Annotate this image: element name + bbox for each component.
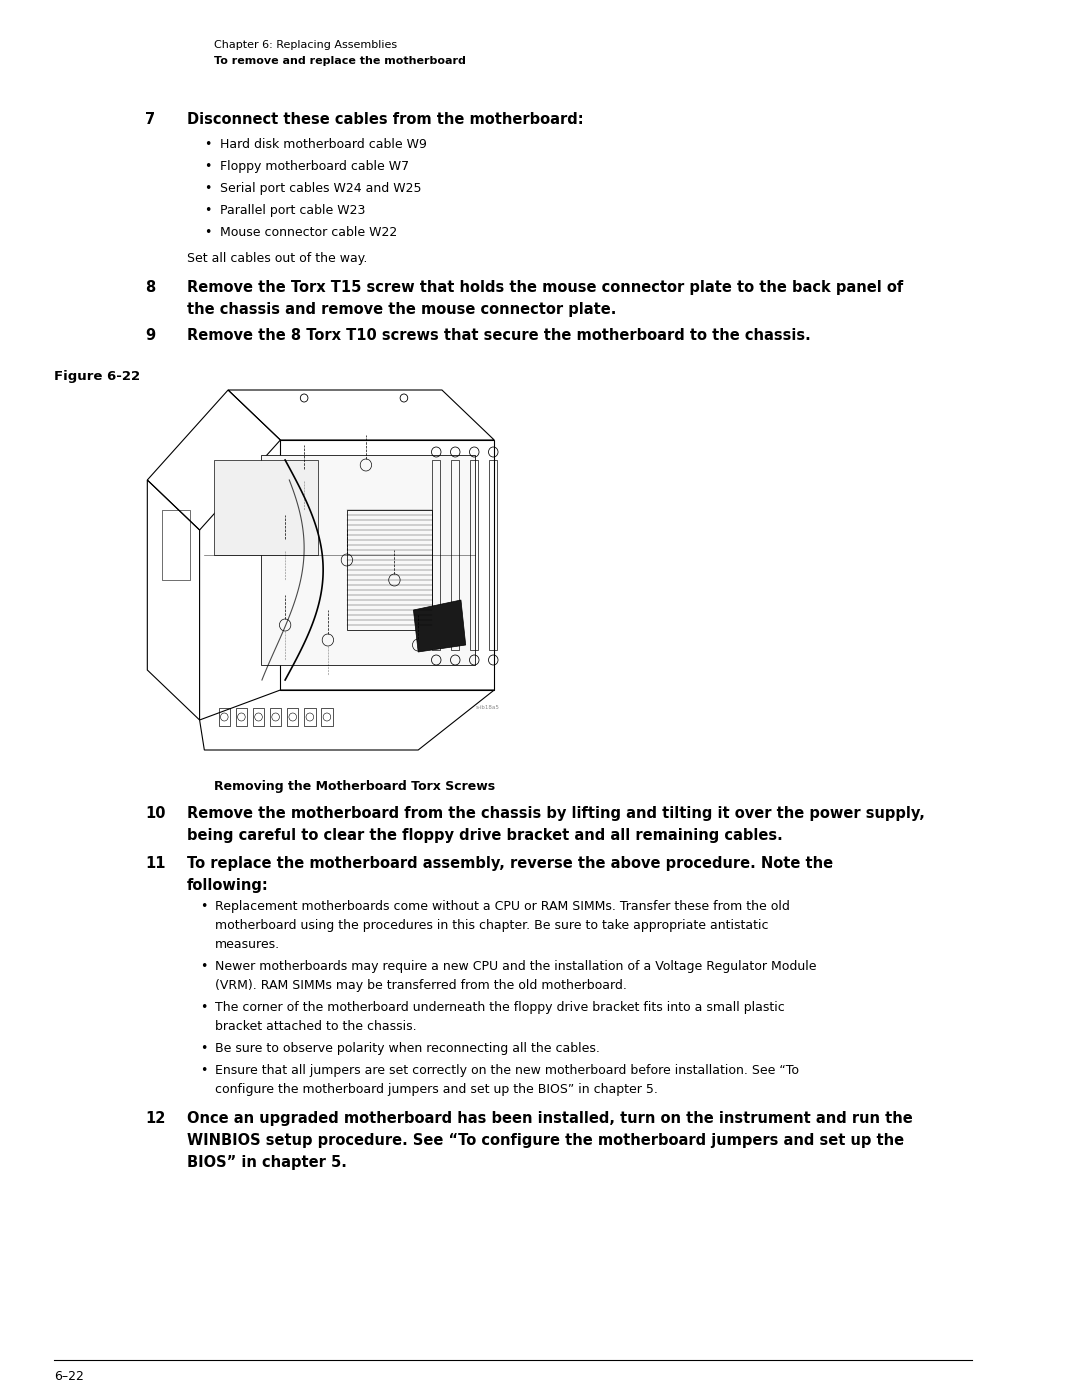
Text: the chassis and remove the mouse connector plate.: the chassis and remove the mouse connect… xyxy=(187,302,617,317)
Text: 6–22: 6–22 xyxy=(54,1370,84,1383)
Text: motherboard using the procedures in this chapter. Be sure to take appropriate an: motherboard using the procedures in this… xyxy=(215,919,768,932)
Text: 11: 11 xyxy=(146,856,166,870)
Text: •: • xyxy=(201,1065,208,1077)
Text: Hard disk motherboard cable W9: Hard disk motherboard cable W9 xyxy=(220,138,428,151)
Text: 8: 8 xyxy=(146,279,156,295)
Text: Serial port cables W24 and W25: Serial port cables W24 and W25 xyxy=(220,182,422,196)
Text: •: • xyxy=(204,138,212,151)
Text: Parallel port cable W23: Parallel port cable W23 xyxy=(220,204,366,217)
Text: •: • xyxy=(201,1002,208,1014)
Bar xyxy=(451,460,459,650)
Text: The corner of the motherboard underneath the floppy drive bracket fits into a sm: The corner of the motherboard underneath… xyxy=(215,1002,784,1014)
Text: •: • xyxy=(204,226,212,239)
Text: •: • xyxy=(201,1042,208,1055)
Text: To replace the motherboard assembly, reverse the above procedure. Note the: To replace the motherboard assembly, rev… xyxy=(187,856,834,870)
Text: Figure 6-22: Figure 6-22 xyxy=(54,370,140,383)
Bar xyxy=(253,708,265,726)
Text: •: • xyxy=(204,204,212,217)
Text: 9: 9 xyxy=(146,328,156,344)
Text: following:: following: xyxy=(187,877,269,893)
Text: Mouse connector cable W22: Mouse connector cable W22 xyxy=(220,226,397,239)
Bar xyxy=(432,460,440,650)
Text: bracket attached to the chassis.: bracket attached to the chassis. xyxy=(215,1020,417,1032)
Bar xyxy=(235,708,247,726)
Bar xyxy=(347,510,432,630)
Bar xyxy=(305,708,315,726)
Text: being careful to clear the floppy drive bracket and all remaining cables.: being careful to clear the floppy drive … xyxy=(187,828,783,842)
Text: Be sure to observe polarity when reconnecting all the cables.: Be sure to observe polarity when reconne… xyxy=(215,1042,599,1055)
Text: Newer motherboards may require a new CPU and the installation of a Voltage Regul: Newer motherboards may require a new CPU… xyxy=(215,960,816,972)
Text: Removing the Motherboard Torx Screws: Removing the Motherboard Torx Screws xyxy=(214,780,495,793)
Text: •: • xyxy=(204,182,212,196)
Text: s-ib18a5: s-ib18a5 xyxy=(475,705,499,710)
Bar xyxy=(287,708,298,726)
Text: •: • xyxy=(201,960,208,972)
Bar xyxy=(471,460,478,650)
Bar xyxy=(489,460,497,650)
Text: Remove the 8 Torx T10 screws that secure the motherboard to the chassis.: Remove the 8 Torx T10 screws that secure… xyxy=(187,328,811,344)
Polygon shape xyxy=(261,455,475,665)
Text: Remove the Torx T15 screw that holds the mouse connector plate to the back panel: Remove the Torx T15 screw that holds the… xyxy=(187,279,904,295)
Text: 7: 7 xyxy=(146,112,156,127)
Text: Ensure that all jumpers are set correctly on the new motherboard before installa: Ensure that all jumpers are set correctl… xyxy=(215,1065,799,1077)
Text: 12: 12 xyxy=(146,1111,166,1126)
Text: Set all cables out of the way.: Set all cables out of the way. xyxy=(187,251,367,265)
Polygon shape xyxy=(214,460,319,555)
Polygon shape xyxy=(414,599,465,652)
Text: BIOS” in chapter 5.: BIOS” in chapter 5. xyxy=(187,1155,347,1171)
Bar xyxy=(270,708,281,726)
Bar xyxy=(218,708,230,726)
Text: (VRM). RAM SIMMs may be transferred from the old motherboard.: (VRM). RAM SIMMs may be transferred from… xyxy=(215,979,626,992)
Text: •: • xyxy=(201,900,208,914)
Bar xyxy=(321,708,333,726)
Text: Replacement motherboards come without a CPU or RAM SIMMs. Transfer these from th: Replacement motherboards come without a … xyxy=(215,900,789,914)
Text: •: • xyxy=(204,161,212,173)
Text: Chapter 6: Replacing Assemblies: Chapter 6: Replacing Assemblies xyxy=(214,41,397,50)
Text: WINBIOS setup procedure. See “To configure the motherboard jumpers and set up th: WINBIOS setup procedure. See “To configu… xyxy=(187,1133,904,1148)
Text: configure the motherboard jumpers and set up the BIOS” in chapter 5.: configure the motherboard jumpers and se… xyxy=(215,1083,658,1097)
Text: measures.: measures. xyxy=(215,937,280,951)
Text: Remove the motherboard from the chassis by lifting and tilting it over the power: Remove the motherboard from the chassis … xyxy=(187,806,926,821)
Text: To remove and replace the motherboard: To remove and replace the motherboard xyxy=(214,56,465,66)
Text: Disconnect these cables from the motherboard:: Disconnect these cables from the motherb… xyxy=(187,112,584,127)
Text: Once an upgraded motherboard has been installed, turn on the instrument and run : Once an upgraded motherboard has been in… xyxy=(187,1111,913,1126)
Text: 10: 10 xyxy=(146,806,166,821)
Text: Floppy motherboard cable W7: Floppy motherboard cable W7 xyxy=(220,161,409,173)
